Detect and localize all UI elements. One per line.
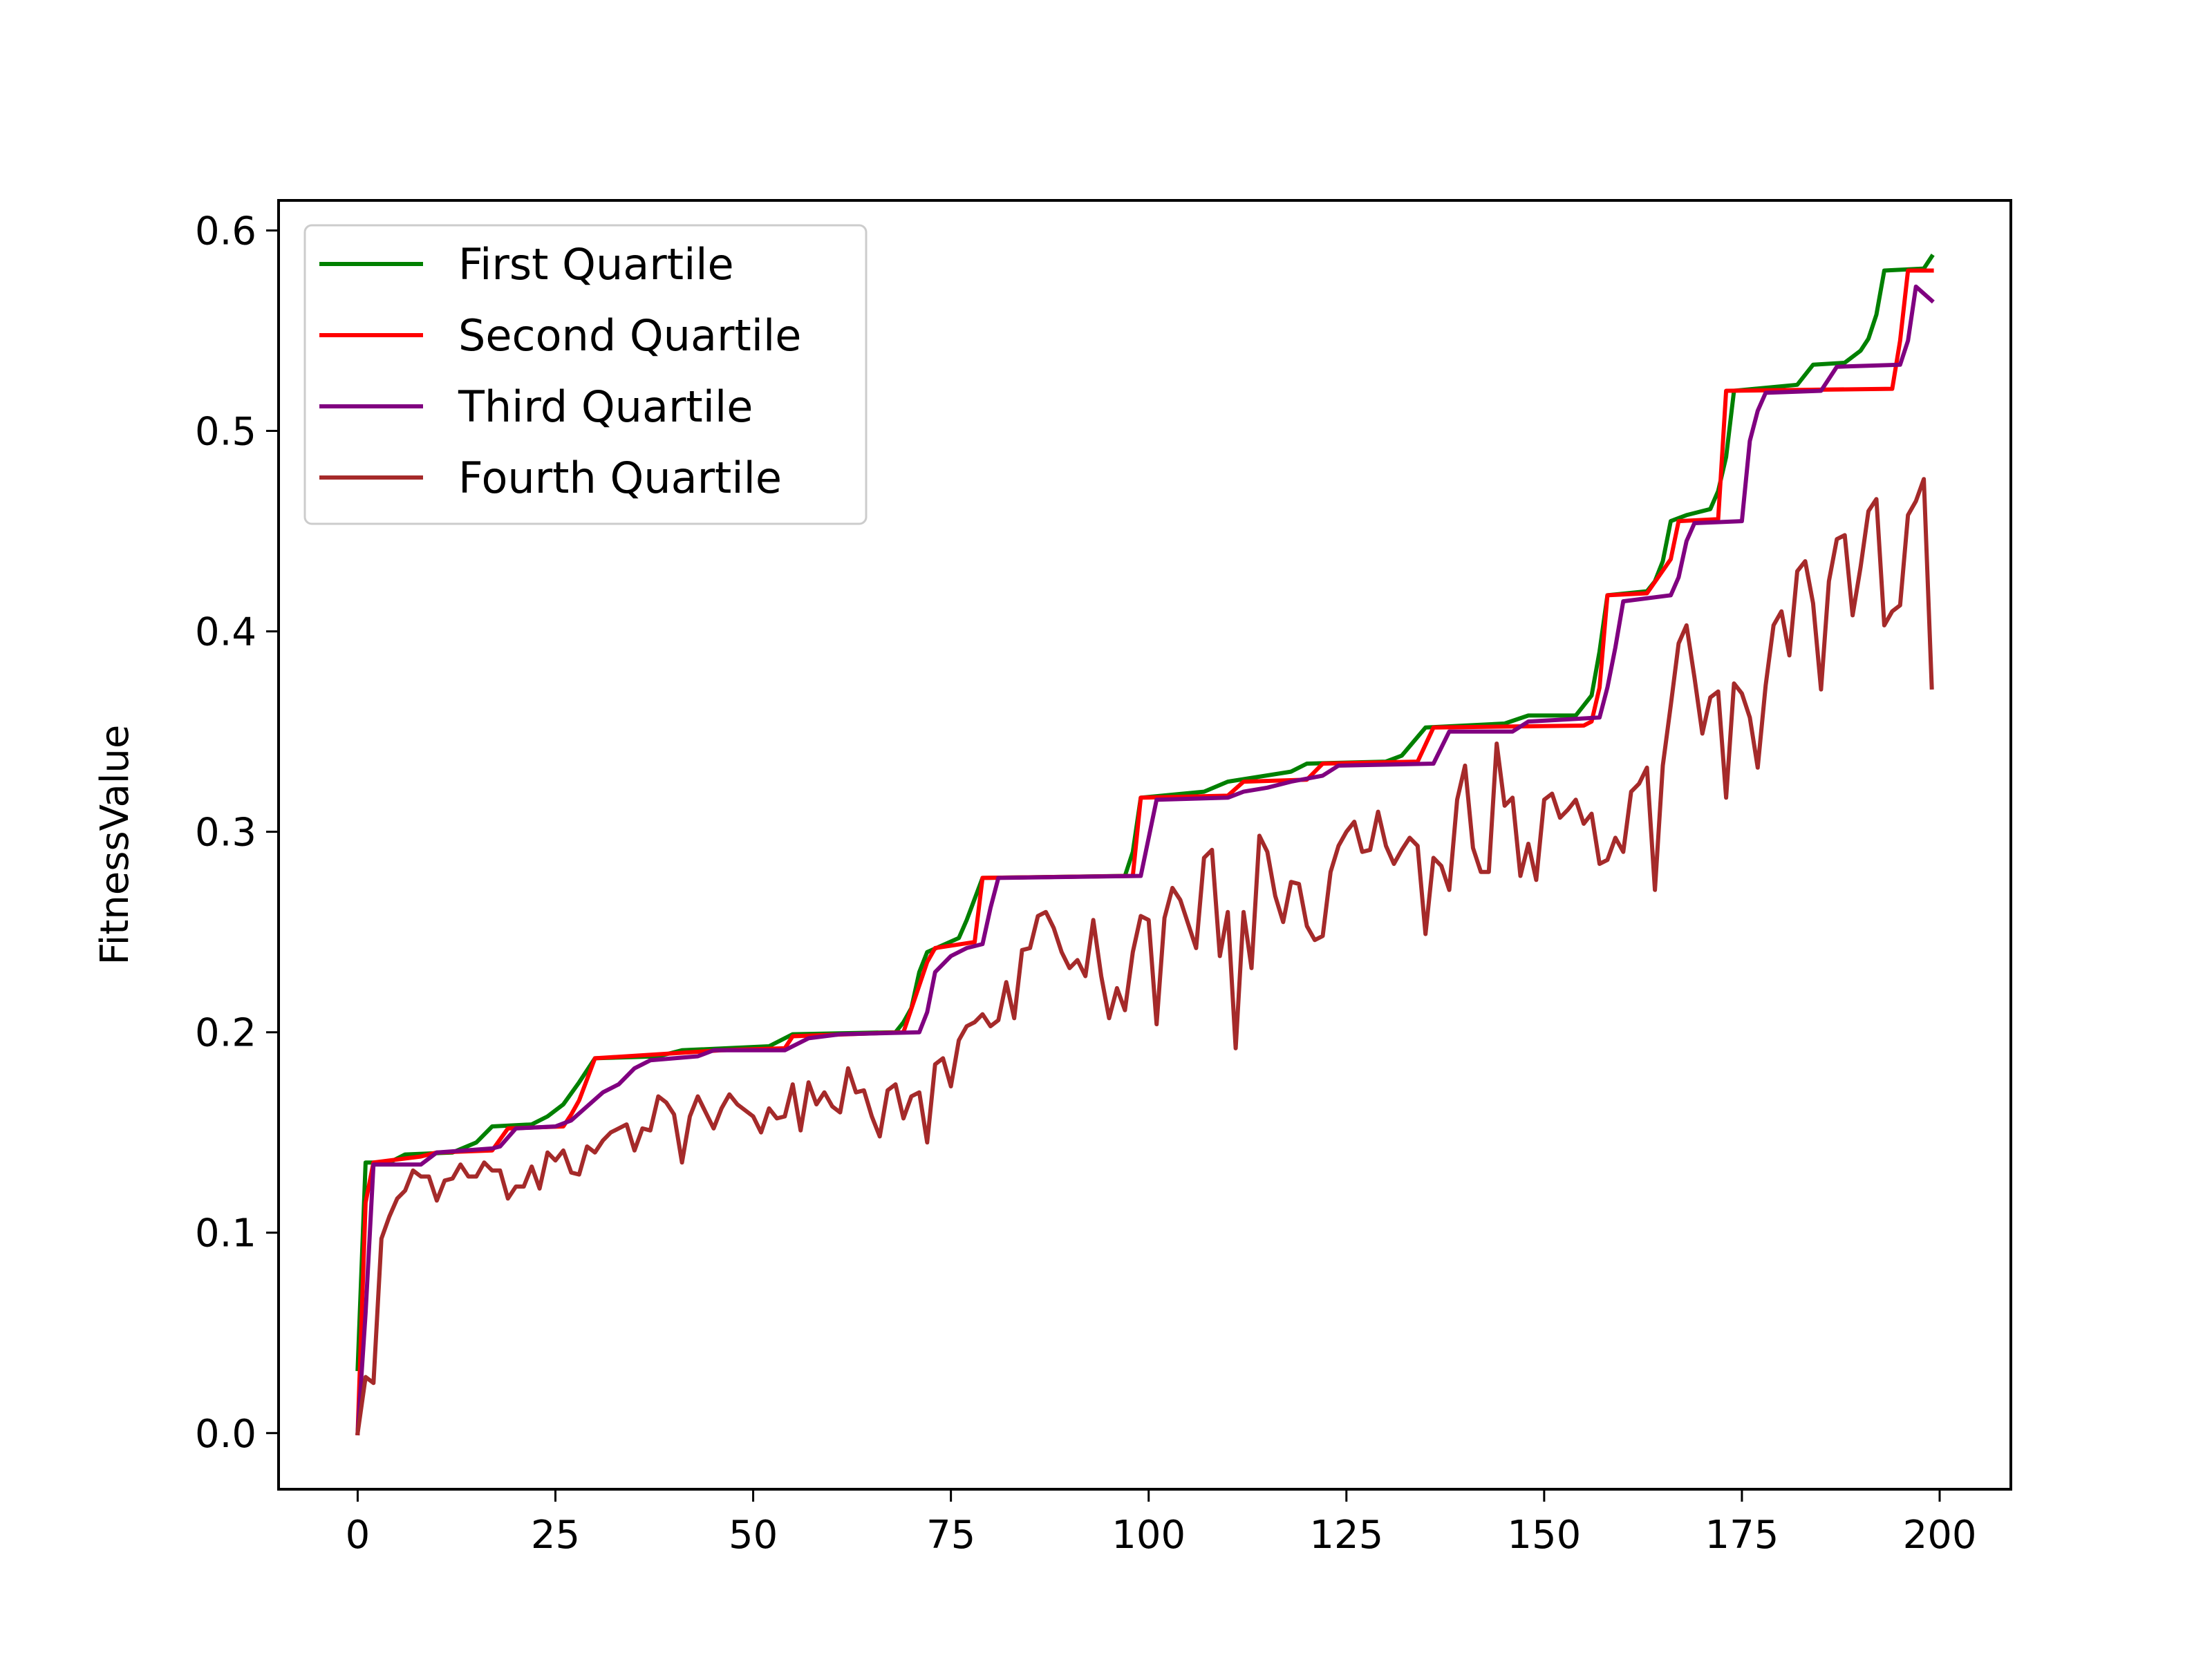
legend-box bbox=[303, 224, 868, 525]
series-line-4 bbox=[355, 477, 1934, 1436]
legend-item-label: Second Quartile bbox=[458, 310, 801, 361]
y-tick-label: 0.3 bbox=[195, 811, 256, 856]
x-tick-label: 0 bbox=[346, 1513, 371, 1558]
legend: First Quartile Second Quartile Third Quart… bbox=[303, 224, 868, 525]
x-tick-label: 75 bbox=[926, 1513, 975, 1558]
legend-item-label: Fourth Quartile bbox=[458, 453, 782, 503]
y-tick-label: 0.0 bbox=[195, 1412, 256, 1457]
x-tick-label: 100 bbox=[1112, 1513, 1185, 1558]
x-tick-label: 125 bbox=[1309, 1513, 1383, 1558]
axes-frame bbox=[277, 199, 2012, 1491]
y-tick-label: 0.6 bbox=[195, 209, 256, 254]
series-line-3 bbox=[355, 284, 1935, 1435]
series-layer bbox=[355, 254, 1935, 1436]
x-tick-label: 200 bbox=[1903, 1513, 1977, 1558]
x-tick-label: 150 bbox=[1507, 1513, 1581, 1558]
legend-item-label: First Quartile bbox=[458, 239, 734, 290]
x-tick-label: 25 bbox=[531, 1513, 580, 1558]
x-tick-label: 50 bbox=[729, 1513, 778, 1558]
y-tick-label: 0.1 bbox=[195, 1211, 256, 1256]
y-tick-label: 0.5 bbox=[195, 410, 256, 455]
y-axis-label: FitnessValue bbox=[93, 725, 138, 965]
legend-item-label: Third Quartile bbox=[458, 381, 753, 432]
y-tick-label: 0.4 bbox=[195, 610, 256, 655]
series-line-1 bbox=[355, 254, 1935, 1372]
x-tick-label: 175 bbox=[1705, 1513, 1779, 1558]
y-tick-label: 0.2 bbox=[195, 1011, 256, 1056]
x-axis: 0 25 50 75 100 125 150 175 200 bbox=[346, 1489, 1977, 1558]
y-axis: 0.0 0.1 0.2 0.3 0.4 0.5 0.6 bbox=[195, 209, 279, 1457]
